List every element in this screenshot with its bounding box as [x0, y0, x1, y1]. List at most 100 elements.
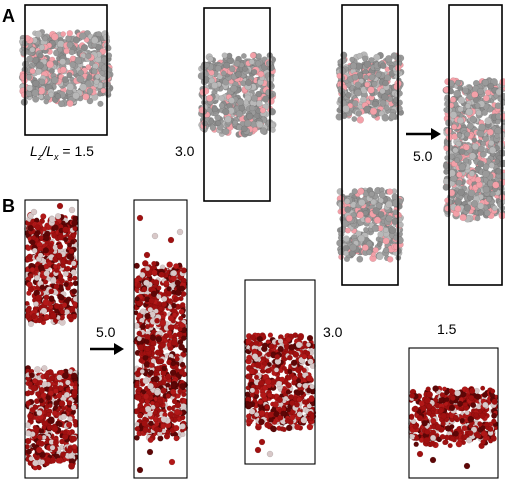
molecule-bead [306, 342, 312, 348]
molecule-bead [42, 279, 49, 285]
molecule-bead [471, 137, 478, 143]
molecule-bead [70, 404, 77, 411]
molecule-bead [141, 286, 148, 293]
molecule-bead [38, 235, 44, 241]
molecule-bead [76, 75, 85, 84]
molecule-bead [261, 342, 269, 349]
molecule-bead [371, 100, 379, 108]
molecule-bead [38, 44, 46, 51]
molecule-bead [97, 100, 104, 107]
molecule-bead [383, 104, 390, 111]
molecule-bead [138, 357, 144, 364]
molecule-bead [159, 341, 167, 349]
molecule-bead [443, 107, 449, 113]
molecule-bead [293, 401, 300, 408]
molecule-bead [179, 382, 186, 390]
molecule-bead [59, 314, 65, 320]
molecule-bead [474, 176, 482, 184]
molecule-bead [222, 108, 230, 116]
molecule-bead [178, 315, 184, 322]
molecule-bead [171, 302, 177, 309]
molecule-bead [94, 73, 101, 80]
molecule-bead [156, 294, 162, 300]
molecule-bead [483, 209, 491, 217]
molecule-bead [206, 94, 214, 102]
molecule-bead [57, 46, 63, 53]
molecule-bead [37, 52, 44, 59]
molecule-bead [486, 128, 494, 136]
molecule-bead [68, 316, 74, 323]
molecule-bead [220, 70, 227, 77]
molecule-bead [63, 47, 70, 55]
molecule-bead [68, 254, 75, 261]
molecule-bead [248, 368, 256, 375]
molecule-bead [51, 33, 59, 41]
molecule-bead [157, 435, 164, 442]
molecule-bead [170, 269, 178, 277]
molecule-bead [37, 252, 44, 259]
molecule-bead [245, 413, 252, 419]
molecule-bead [382, 227, 389, 233]
molecule-bead [137, 344, 145, 351]
molecule-bead [84, 80, 92, 88]
molecule-bead [72, 226, 78, 232]
molecule-bead [296, 411, 303, 418]
molecule-bead [166, 298, 173, 304]
molecule-bead [359, 96, 367, 104]
molecule-bead [39, 284, 46, 291]
molecule-bead [283, 395, 289, 401]
molecule-bead [371, 224, 379, 233]
molecule-bead [282, 365, 288, 371]
molecule-bead [259, 127, 268, 135]
molecule-bead [379, 88, 386, 95]
molecule-bead [351, 116, 358, 122]
molecule-bead [280, 410, 287, 417]
molecule-bead [362, 55, 369, 62]
molecule-bead [154, 317, 161, 324]
panel-b-box-4 [408, 347, 499, 479]
molecule-bead [253, 340, 260, 346]
molecule-bead [163, 280, 170, 286]
molecule-bead [298, 365, 304, 371]
molecule-bead [257, 70, 265, 78]
molecule-bead [40, 307, 48, 315]
molecule-bead [344, 206, 352, 213]
arrow-icon [406, 128, 441, 140]
molecule-bead [148, 297, 155, 304]
molecule-bead [57, 100, 65, 108]
molecule-bead [56, 243, 64, 250]
molecule-bead [464, 131, 470, 138]
molecule-bead [148, 362, 155, 369]
molecule-bead [450, 96, 457, 103]
molecule-bead [215, 120, 222, 127]
molecule-bead [34, 365, 41, 373]
molecule-bead [265, 351, 272, 358]
molecule-bead [292, 351, 300, 359]
molecule-bead [178, 308, 185, 315]
molecule-bead [218, 102, 225, 109]
molecule-bead [38, 93, 44, 100]
molecule-bead [161, 295, 168, 302]
molecule-bead [29, 266, 36, 273]
molecule-bead [457, 106, 464, 113]
molecule-bead [163, 433, 171, 440]
molecule-bead [301, 399, 308, 405]
molecule-bead [26, 253, 33, 260]
molecule-bead [38, 78, 46, 86]
molecule-bead [342, 105, 350, 113]
molecule-bead [264, 404, 270, 410]
molecule-bead [385, 215, 393, 223]
molecule-bead [363, 60, 372, 69]
molecule-bead [246, 112, 254, 120]
molecule-bead [242, 66, 249, 72]
molecule-bead [264, 421, 271, 429]
molecule-bead [61, 76, 69, 83]
molecule-bead [236, 98, 244, 106]
molecule-bead [41, 365, 48, 372]
molecule-bead [139, 308, 147, 315]
molecule-bead [208, 77, 216, 85]
molecule-bead [179, 361, 186, 368]
molecule-bead [148, 369, 155, 375]
molecule-bead [166, 405, 173, 411]
molecule-bead [91, 68, 98, 75]
